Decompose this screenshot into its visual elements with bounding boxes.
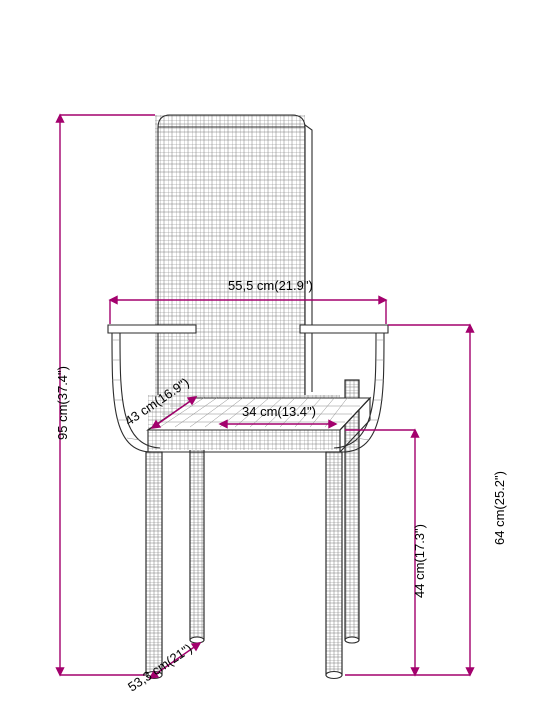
label-arm-span: 55,5 cm(21.9") — [228, 278, 313, 293]
backrest — [155, 115, 312, 400]
label-seat-height: 44 cm(17.3") — [412, 524, 427, 598]
diagram-stage: 95 cm(37.4") 55,5 cm(21.9") 64 cm(25.2")… — [0, 0, 540, 720]
front-leg-right — [326, 452, 342, 679]
dim-armrest-height — [345, 325, 474, 675]
label-seat-depth: 34 cm(13.4") — [242, 404, 316, 419]
diagram-svg — [0, 0, 540, 720]
label-total-height: 95 cm(37.4") — [55, 366, 70, 440]
dim-total-height — [57, 115, 156, 675]
front-leg-left — [146, 452, 162, 679]
label-armrest-height: 64 cm(25.2") — [492, 471, 507, 545]
